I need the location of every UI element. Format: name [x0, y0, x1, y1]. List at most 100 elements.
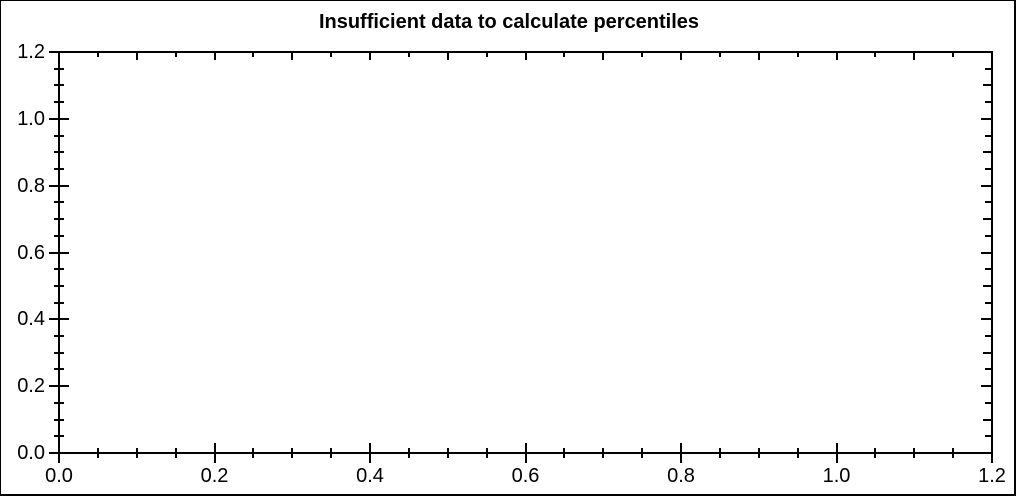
top-edge-tick	[796, 53, 799, 57]
y-axis-tick	[54, 84, 64, 87]
right-edge-tick	[985, 435, 991, 438]
top-edge-tick	[446, 53, 449, 60]
top-edge-tick	[174, 53, 177, 57]
y-axis-tick	[54, 234, 64, 237]
right-edge-tick	[983, 84, 991, 87]
x-axis-tick	[524, 443, 527, 463]
top-edge-tick	[485, 53, 488, 57]
right-edge-tick	[985, 167, 991, 170]
y-tick-label: 1.2	[17, 41, 45, 63]
x-tick-label: 0.2	[200, 465, 229, 487]
top-edge-tick	[563, 53, 566, 57]
y-axis-tick	[54, 151, 64, 154]
x-axis-tick	[330, 448, 333, 458]
top-edge-tick	[757, 53, 760, 60]
y-tick-label: 0.6	[17, 241, 45, 264]
x-axis-tick	[291, 448, 294, 458]
x-tick-label: 0.0	[45, 465, 73, 487]
right-edge-tick	[985, 201, 991, 204]
x-axis-tick	[485, 448, 488, 458]
right-edge-tick	[981, 318, 991, 321]
x-axis-tick	[252, 448, 255, 458]
right-edge-tick	[983, 218, 991, 221]
y-axis-tick	[49, 452, 69, 454]
y-axis-tick	[54, 134, 64, 137]
right-edge-tick	[985, 335, 991, 338]
x-axis-tick	[757, 448, 760, 458]
x-axis-tick	[796, 448, 799, 458]
y-axis-tick	[54, 351, 64, 354]
y-axis-tick	[49, 184, 69, 187]
x-axis-tick	[641, 448, 644, 458]
x-axis-tick	[369, 443, 371, 463]
right-edge-tick	[983, 418, 991, 421]
y-axis-tick	[54, 218, 64, 221]
y-axis-tick	[54, 167, 64, 170]
right-edge-tick	[985, 301, 991, 304]
y-tick-label: 0.8	[17, 174, 45, 197]
x-axis-tick	[991, 443, 993, 463]
top-edge-tick	[96, 53, 99, 57]
y-axis-tick	[54, 401, 64, 404]
right-edge-tick	[985, 268, 991, 271]
right-edge-tick	[985, 67, 991, 70]
x-tick-label: 0.8	[667, 465, 695, 487]
x-axis-tick	[213, 443, 216, 463]
right-edge-tick	[983, 151, 991, 154]
x-axis-tick	[680, 443, 682, 463]
y-axis-tick	[54, 268, 64, 271]
right-edge-tick	[983, 351, 991, 354]
y-axis-tick	[54, 418, 64, 421]
top-edge-tick	[407, 53, 410, 57]
x-axis-tick	[174, 448, 177, 458]
right-edge-tick	[981, 184, 991, 187]
y-axis-tick	[49, 251, 69, 254]
y-axis-tick	[49, 318, 69, 321]
x-axis-tick	[96, 448, 99, 458]
y-tick-label: 1.0	[17, 107, 45, 130]
chart-title: Insufficient data to calculate percentil…	[318, 11, 700, 33]
x-tick-label: 1.0	[822, 465, 851, 487]
right-edge-tick	[983, 284, 991, 287]
top-edge-tick	[291, 53, 294, 60]
y-axis-tick	[54, 335, 64, 338]
top-edge-tick	[835, 53, 838, 60]
y-tick-label: 0.2	[17, 375, 45, 398]
top-edge-tick	[330, 53, 333, 57]
top-edge-tick	[952, 53, 955, 57]
top-edge-tick	[680, 53, 682, 60]
x-axis-tick	[602, 448, 605, 458]
x-axis-tick	[718, 448, 721, 458]
y-axis-tick	[54, 201, 64, 204]
right-edge-tick	[981, 117, 991, 120]
top-edge-tick	[135, 53, 138, 60]
top-edge-tick	[369, 53, 371, 60]
y-tick-label: 0.0	[17, 442, 45, 464]
x-axis-tick	[407, 448, 410, 458]
x-tick-label: 0.6	[511, 465, 540, 487]
top-edge-tick	[602, 53, 605, 60]
y-tick-label: 0.4	[17, 308, 45, 331]
top-edge-tick	[718, 53, 721, 57]
x-axis-tick	[874, 448, 877, 458]
x-tick-label: 0.4	[356, 465, 384, 487]
right-edge-tick	[981, 251, 991, 254]
x-axis-tick	[913, 448, 916, 458]
top-edge-tick	[213, 53, 216, 60]
x-axis-tick	[835, 443, 838, 463]
top-edge-tick	[641, 53, 644, 57]
right-edge-tick	[985, 368, 991, 371]
top-edge-tick	[252, 53, 255, 57]
y-axis-tick	[54, 284, 64, 287]
right-edge-tick	[985, 401, 991, 404]
top-edge-tick	[874, 53, 877, 57]
y-axis-tick	[54, 101, 64, 104]
x-axis-tick	[446, 448, 449, 458]
y-axis-tick	[49, 117, 69, 120]
right-edge-tick	[985, 101, 991, 104]
plot-area	[58, 51, 993, 454]
x-axis-tick	[563, 448, 566, 458]
x-axis-tick	[952, 448, 955, 458]
